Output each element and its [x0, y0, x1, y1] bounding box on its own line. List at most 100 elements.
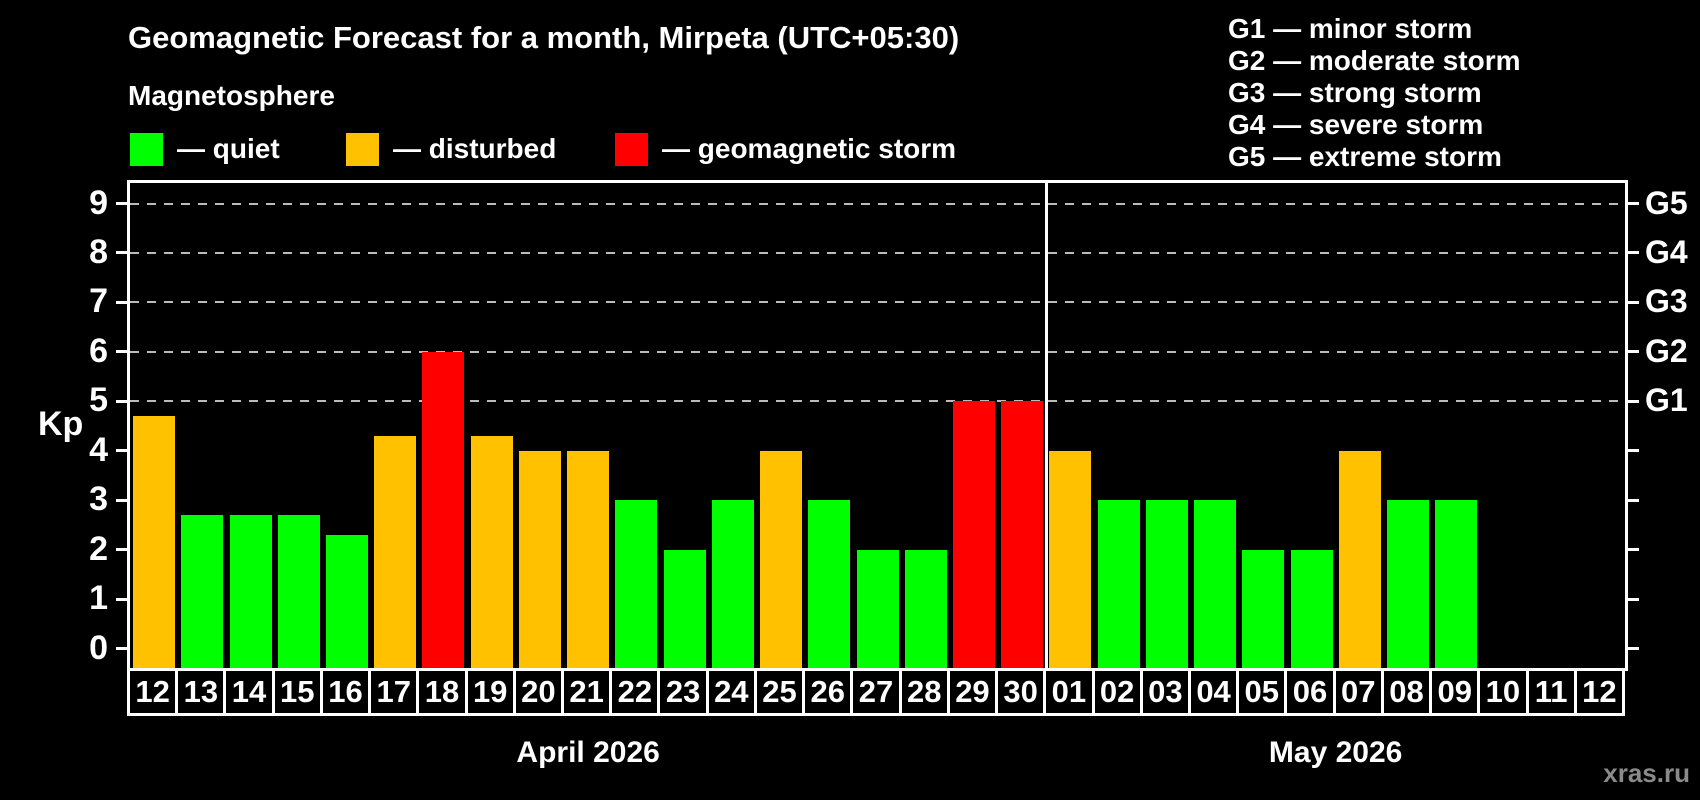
kp-bar-day-09 — [1435, 500, 1478, 668]
gridline-kp7 — [130, 301, 1625, 304]
kp-bar-day-16 — [326, 534, 369, 668]
day-label-may-02: 02 — [1091, 668, 1143, 716]
left-tick-kp8 — [116, 251, 130, 255]
y-axis-label-4: 4 — [89, 430, 108, 469]
gridline-kp6 — [130, 350, 1625, 353]
day-label-apr-30: 30 — [995, 668, 1047, 716]
kp-bar-day-13 — [181, 515, 224, 668]
legend-swatch-quiet — [130, 132, 163, 166]
gridline-kp8 — [130, 251, 1625, 254]
gridline-kp5 — [130, 400, 1625, 403]
kp-bar-day-27 — [856, 549, 899, 668]
right-tick-kp6 — [1625, 350, 1639, 354]
g-scale-label-G2: G2 — [1645, 332, 1688, 369]
left-tick-kp5 — [116, 399, 130, 403]
kp-bar-day-28 — [904, 549, 947, 668]
legend-swatch-storm — [615, 132, 648, 166]
left-tick-kp7 — [116, 300, 130, 304]
gscale-legend: G1 — minor storm G2 — moderate storm G3 — … — [1228, 13, 1521, 173]
kp-bar-day-30 — [1001, 401, 1044, 668]
gscale-legend-line: G4 — severe storm — [1228, 109, 1484, 140]
right-tick-kp0 — [1625, 647, 1639, 650]
legend-label-storm: — geomagnetic storm — [662, 133, 957, 164]
g-scale-label-G5: G5 — [1645, 184, 1688, 221]
day-label-apr-14: 14 — [223, 668, 275, 716]
kp-bar-day-07 — [1338, 450, 1381, 668]
chart-subtitle: Magnetosphere — [128, 80, 335, 111]
y-axis-label-6: 6 — [89, 331, 108, 370]
day-label-may-07: 07 — [1332, 668, 1384, 716]
day-label-apr-12: 12 — [127, 668, 179, 716]
kp-bar-day-26 — [808, 500, 851, 668]
day-label-apr-18: 18 — [416, 668, 468, 716]
kp-bar-day-15 — [277, 515, 320, 668]
kp-bar-day-08 — [1386, 500, 1429, 668]
legend-item-storm: — geomagnetic storm — [615, 132, 956, 166]
kp-bar-day-02 — [1097, 500, 1140, 668]
g-scale-label-G4: G4 — [1645, 233, 1688, 270]
day-label-apr-20: 20 — [512, 668, 565, 716]
right-tick-kp8 — [1625, 251, 1639, 255]
right-tick-kp9 — [1625, 202, 1639, 206]
day-label-apr-24: 24 — [705, 668, 757, 716]
left-tick-kp0 — [116, 647, 130, 650]
month-label-may: May 2026 — [1268, 736, 1403, 769]
day-label-apr-22: 22 — [609, 668, 661, 716]
day-label-may-03: 03 — [1139, 668, 1191, 716]
day-label-may-04: 04 — [1187, 668, 1240, 716]
day-label-apr-13: 13 — [175, 668, 227, 716]
legend-label-disturbed: — disturbed — [393, 133, 557, 164]
kp-bar-day-04 — [1194, 500, 1237, 668]
day-label-apr-15: 15 — [271, 668, 323, 716]
month-label-april: April 2026 — [516, 736, 660, 769]
day-label-apr-23: 23 — [657, 668, 709, 716]
right-tick-kp5 — [1625, 399, 1639, 403]
day-label-apr-27: 27 — [850, 668, 902, 716]
kp-bar-day-01 — [1049, 450, 1092, 668]
right-tick-kp4 — [1625, 449, 1639, 453]
day-label-apr-26: 26 — [802, 668, 854, 716]
y-axis-label-9: 9 — [89, 183, 108, 222]
kp-bar-day-21 — [567, 450, 610, 668]
day-label-may-05: 05 — [1236, 668, 1288, 716]
left-tick-kp1 — [116, 597, 130, 601]
day-label-apr-19: 19 — [464, 668, 516, 716]
right-tick-kp1 — [1625, 597, 1639, 601]
y-axis-label-1: 1 — [89, 579, 108, 618]
kp-bar-day-25 — [760, 450, 803, 668]
gscale-legend-line: G2 — moderate storm — [1228, 45, 1521, 76]
y-axis-label-7: 7 — [89, 282, 108, 321]
kp-bar-day-05 — [1242, 549, 1285, 668]
day-label-may-09: 09 — [1429, 668, 1481, 716]
kp-bar-day-17 — [374, 435, 417, 668]
y-axis-title: Kp — [38, 405, 84, 444]
y-axis-label-0: 0 — [89, 628, 108, 667]
day-label-may-10: 10 — [1477, 668, 1529, 716]
g-scale-label-G1: G1 — [1645, 382, 1688, 419]
left-tick-kp3 — [116, 498, 130, 502]
legend-item-disturbed: — disturbed — [346, 132, 556, 166]
kp-bar-day-24 — [711, 500, 754, 668]
day-label-apr-21: 21 — [561, 668, 613, 716]
right-tick-kp3 — [1625, 498, 1639, 502]
day-label-may-12: 12 — [1573, 668, 1625, 716]
chart-title: Geomagnetic Forecast for a month, Mirpet… — [128, 20, 960, 55]
kp-bar-day-22 — [615, 500, 658, 668]
left-tick-kp4 — [116, 449, 130, 453]
day-label-apr-25: 25 — [753, 668, 806, 716]
right-tick-kp2 — [1625, 548, 1639, 552]
month-separator — [1044, 183, 1048, 668]
kp-bar-day-06 — [1290, 549, 1333, 668]
day-label-may-01: 01 — [1043, 668, 1095, 716]
gscale-legend-line: G5 — extreme storm — [1228, 141, 1502, 172]
day-label-apr-28: 28 — [898, 668, 950, 716]
left-tick-kp6 — [116, 350, 130, 354]
left-tick-kp9 — [116, 202, 130, 206]
legend-label-quiet: — quiet — [177, 133, 280, 164]
day-label-may-08: 08 — [1380, 668, 1433, 716]
kp-bar-day-23 — [663, 549, 706, 668]
left-tick-kp2 — [116, 548, 130, 552]
legend-item-quiet: — quiet — [130, 132, 280, 166]
y-axis-label-2: 2 — [89, 529, 108, 568]
